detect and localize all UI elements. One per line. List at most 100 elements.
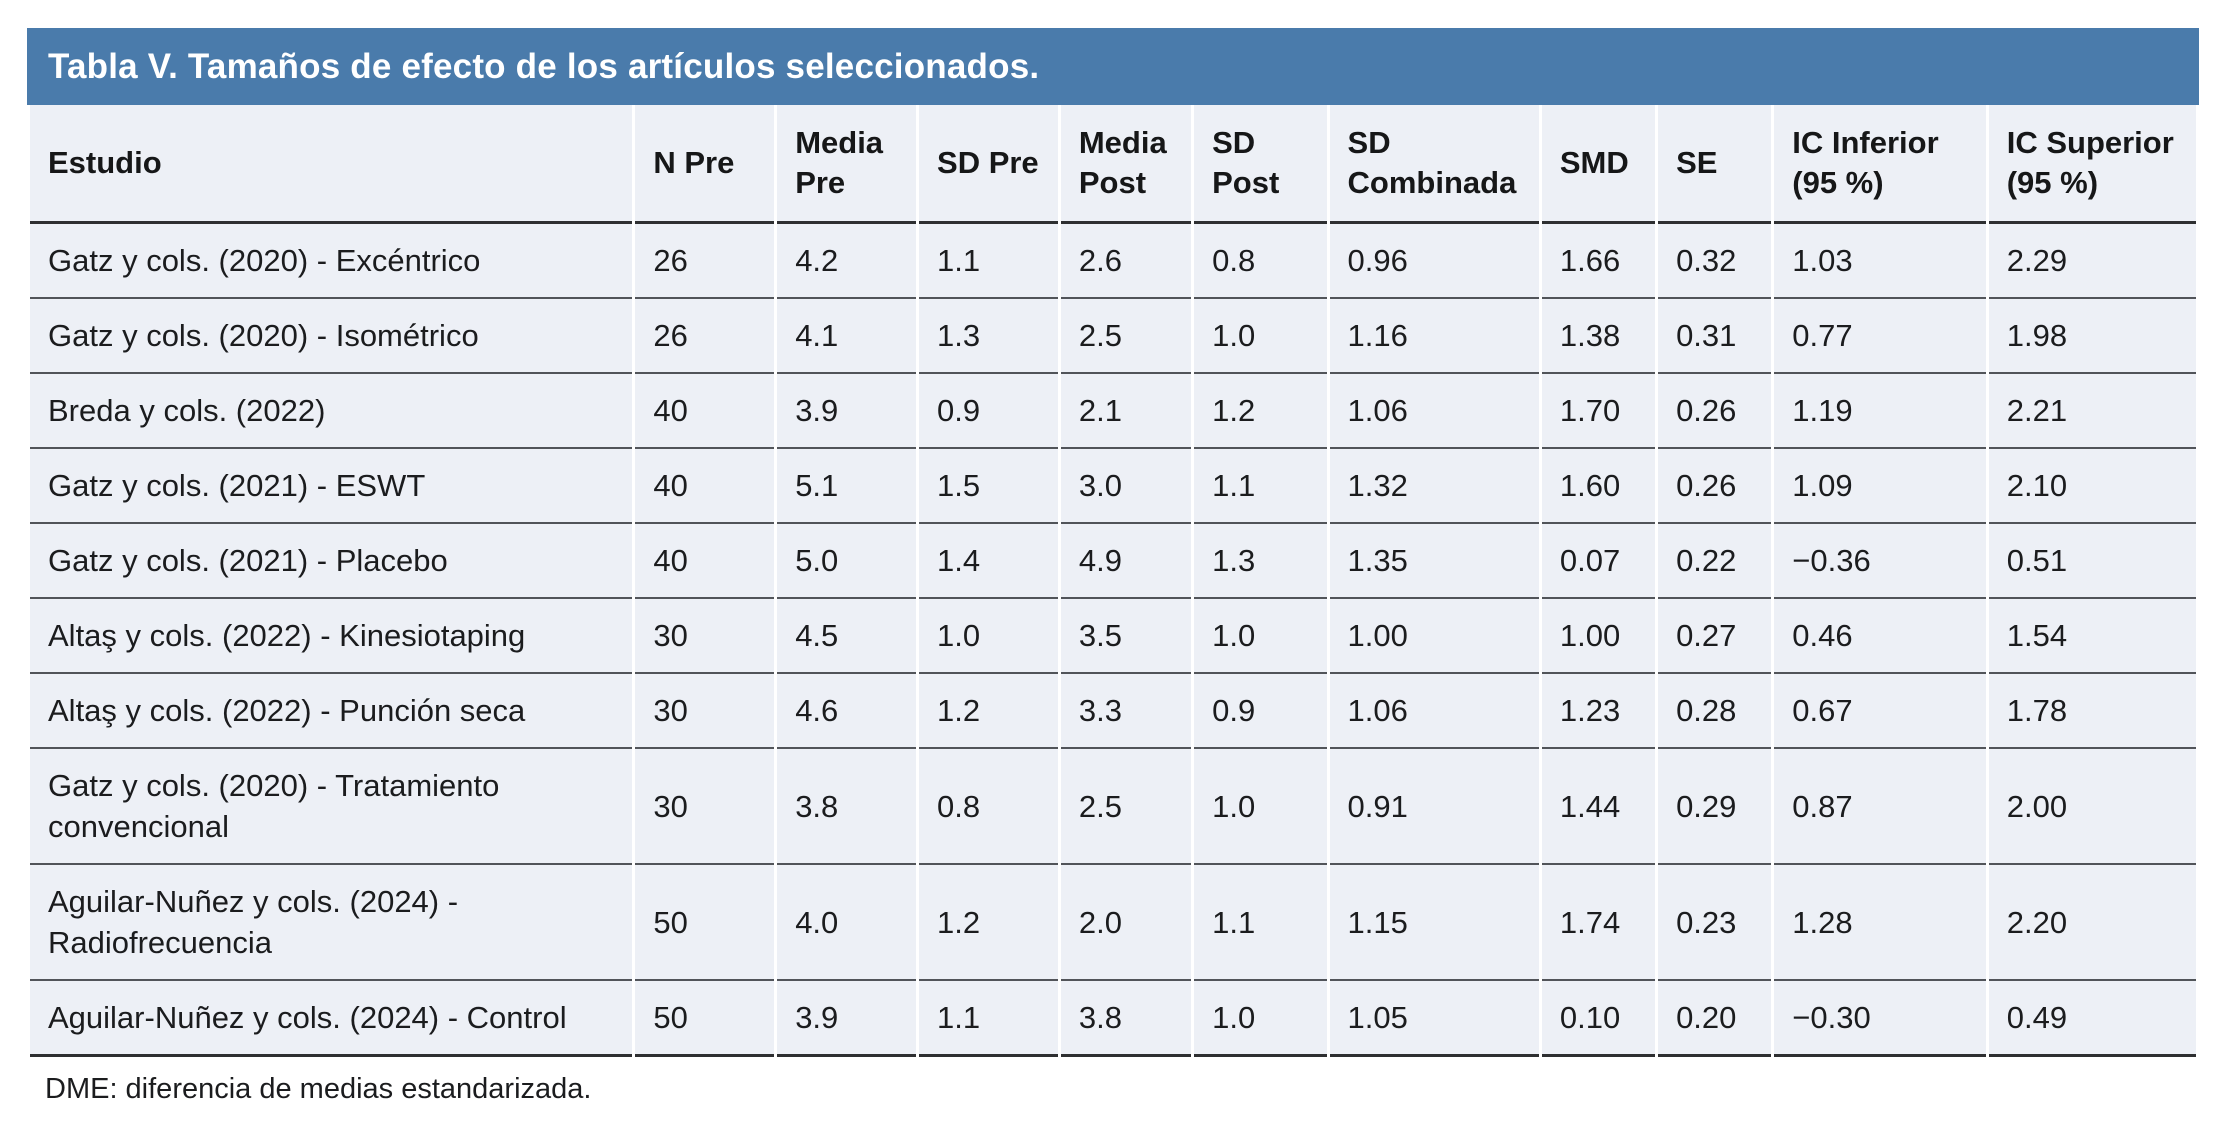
table-row: Altaş y cols. (2022) - Kinesiotaping 30 … bbox=[30, 599, 2196, 674]
table-cell: 4.9 bbox=[1060, 524, 1192, 599]
study-name-cell: Gatz y cols. (2020) - Tratamiento conven… bbox=[30, 749, 633, 865]
table-cell: 1.2 bbox=[1194, 374, 1327, 449]
table-cell: 4.1 bbox=[777, 299, 917, 374]
table-cell: 0.77 bbox=[1774, 299, 1986, 374]
table-cell: 3.8 bbox=[1060, 981, 1192, 1057]
table-cell: 1.78 bbox=[1988, 674, 2196, 749]
table-cell: 30 bbox=[635, 749, 775, 865]
table-cell: 2.21 bbox=[1988, 374, 2196, 449]
table-cell: 2.0 bbox=[1060, 865, 1192, 981]
table-cell: 1.70 bbox=[1541, 374, 1656, 449]
table-title: Tabla V. Tamaños de efecto de los artícu… bbox=[48, 47, 1040, 86]
table-cell: 2.6 bbox=[1060, 224, 1192, 299]
table-cell: 4.0 bbox=[777, 865, 917, 981]
table-cell: 40 bbox=[635, 524, 775, 599]
table-cell: 1.00 bbox=[1329, 599, 1539, 674]
table-title-bar: Tabla V. Tamaños de efecto de los artícu… bbox=[27, 28, 2199, 105]
study-name-cell: Gatz y cols. (2020) - Isométrico bbox=[30, 299, 633, 374]
table-cell: 1.38 bbox=[1541, 299, 1656, 374]
table-cell: 3.8 bbox=[777, 749, 917, 865]
table-header: Estudio N Pre Media Pre SD Pre Media Pos… bbox=[30, 105, 2196, 224]
table-cell: 0.51 bbox=[1988, 524, 2196, 599]
table-cell: 0.29 bbox=[1658, 749, 1772, 865]
table-cell: 1.3 bbox=[1194, 524, 1327, 599]
table-row: Gatz y cols. (2020) - Isométrico 26 4.1 … bbox=[30, 299, 2196, 374]
table-cell: 1.09 bbox=[1774, 449, 1986, 524]
table-cell: 0.26 bbox=[1658, 374, 1772, 449]
table-cell: 1.32 bbox=[1329, 449, 1539, 524]
table-cell: 1.2 bbox=[919, 674, 1058, 749]
table-cell: 50 bbox=[635, 981, 775, 1057]
table-cell: 1.4 bbox=[919, 524, 1058, 599]
study-name-cell: Altaş y cols. (2022) - Kinesiotaping bbox=[30, 599, 633, 674]
table-cell: 4.6 bbox=[777, 674, 917, 749]
table-cell: 1.1 bbox=[919, 224, 1058, 299]
table-cell: 3.9 bbox=[777, 374, 917, 449]
table-row: Altaş y cols. (2022) - Punción seca 30 4… bbox=[30, 674, 2196, 749]
column-header-se: SE bbox=[1658, 105, 1772, 224]
table-cell: 1.06 bbox=[1329, 674, 1539, 749]
table-cell: 0.28 bbox=[1658, 674, 1772, 749]
table-cell: −0.30 bbox=[1774, 981, 1986, 1057]
table-cell: 1.74 bbox=[1541, 865, 1656, 981]
table-cell: 1.2 bbox=[919, 865, 1058, 981]
table-cell: 0.67 bbox=[1774, 674, 1986, 749]
column-header-smd: SMD bbox=[1541, 105, 1656, 224]
table-cell: 0.91 bbox=[1329, 749, 1539, 865]
table-cell: 1.0 bbox=[919, 599, 1058, 674]
table-cell: 4.5 bbox=[777, 599, 917, 674]
table-cell: 3.3 bbox=[1060, 674, 1192, 749]
table-row: Breda y cols. (2022) 40 3.9 0.9 2.1 1.2 … bbox=[30, 374, 2196, 449]
table-cell: 26 bbox=[635, 224, 775, 299]
table-cell: 1.06 bbox=[1329, 374, 1539, 449]
study-name-cell: Gatz y cols. (2021) - ESWT bbox=[30, 449, 633, 524]
column-header-ic-superior: IC Superior (95 %) bbox=[1988, 105, 2196, 224]
table-cell: 0.9 bbox=[919, 374, 1058, 449]
effects-table: Estudio N Pre Media Pre SD Pre Media Pos… bbox=[27, 105, 2199, 1057]
table-row: Aguilar-Nuñez y cols. (2024) - Control 5… bbox=[30, 981, 2196, 1057]
table-cell: −0.36 bbox=[1774, 524, 1986, 599]
table-cell: 1.54 bbox=[1988, 599, 2196, 674]
table-cell: 0.23 bbox=[1658, 865, 1772, 981]
table-cell: 1.28 bbox=[1774, 865, 1986, 981]
table-cell: 1.44 bbox=[1541, 749, 1656, 865]
table-cell: 2.5 bbox=[1060, 749, 1192, 865]
table-cell: 1.0 bbox=[1194, 981, 1327, 1057]
column-header-sd-pre: SD Pre bbox=[919, 105, 1058, 224]
table-cell: 26 bbox=[635, 299, 775, 374]
table-cell: 0.8 bbox=[1194, 224, 1327, 299]
table-cell: 1.23 bbox=[1541, 674, 1656, 749]
column-header-estudio: Estudio bbox=[30, 105, 633, 224]
table-cell: 1.00 bbox=[1541, 599, 1656, 674]
column-header-media-pre: Media Pre bbox=[777, 105, 917, 224]
table-cell: 5.1 bbox=[777, 449, 917, 524]
table-cell: 0.46 bbox=[1774, 599, 1986, 674]
table-cell: 1.3 bbox=[919, 299, 1058, 374]
table-cell: 0.8 bbox=[919, 749, 1058, 865]
table-cell: 1.5 bbox=[919, 449, 1058, 524]
table-row: Gatz y cols. (2021) - Placebo 40 5.0 1.4… bbox=[30, 524, 2196, 599]
column-header-ic-inferior: IC Inferior (95 %) bbox=[1774, 105, 1986, 224]
table-cell: 1.66 bbox=[1541, 224, 1656, 299]
table-cell: 0.32 bbox=[1658, 224, 1772, 299]
table-row: Gatz y cols. (2021) - ESWT 40 5.1 1.5 3.… bbox=[30, 449, 2196, 524]
table-cell: 2.00 bbox=[1988, 749, 2196, 865]
study-name-cell: Gatz y cols. (2020) - Excéntrico bbox=[30, 224, 633, 299]
table-cell: 3.0 bbox=[1060, 449, 1192, 524]
table-footnote: DME: diferencia de medias estandarizada. bbox=[45, 1073, 592, 1105]
table-cell: 1.16 bbox=[1329, 299, 1539, 374]
column-header-media-post: Media Post bbox=[1060, 105, 1192, 224]
table-cell: 0.49 bbox=[1988, 981, 2196, 1057]
table-cell: 1.05 bbox=[1329, 981, 1539, 1057]
table-body: Gatz y cols. (2020) - Excéntrico 26 4.2 … bbox=[30, 224, 2196, 1057]
header-row: Estudio N Pre Media Pre SD Pre Media Pos… bbox=[30, 105, 2196, 224]
study-name-cell: Altaş y cols. (2022) - Punción seca bbox=[30, 674, 633, 749]
effects-table-figure: Tabla V. Tamaños de efecto de los artícu… bbox=[27, 28, 2199, 1106]
table-cell: 40 bbox=[635, 374, 775, 449]
table-row: Aguilar-Nuñez y cols. (2024) - Radiofrec… bbox=[30, 865, 2196, 981]
study-name-cell: Aguilar-Nuñez y cols. (2024) - Radiofrec… bbox=[30, 865, 633, 981]
table-cell: 30 bbox=[635, 599, 775, 674]
table-cell: 1.1 bbox=[919, 981, 1058, 1057]
table-cell: 0.22 bbox=[1658, 524, 1772, 599]
